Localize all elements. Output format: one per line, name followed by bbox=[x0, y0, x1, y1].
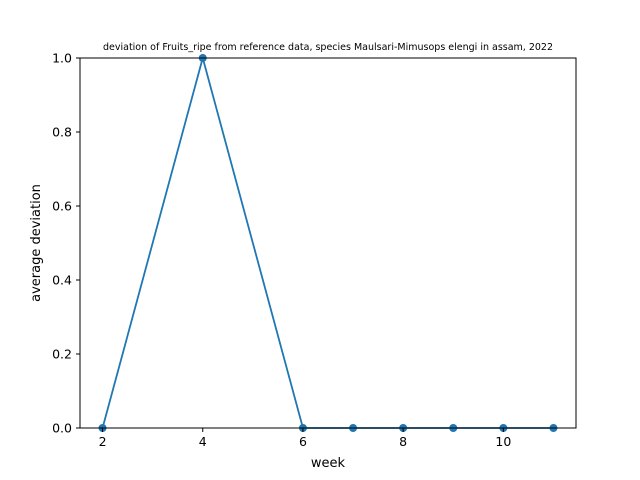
x-tick-label: 8 bbox=[399, 434, 407, 449]
plot-frame bbox=[79, 57, 577, 429]
y-tick-label: 0.4 bbox=[52, 273, 72, 288]
y-axis: 0.0 0.2 0.4 0.6 0.8 1.0 bbox=[52, 51, 80, 436]
plot-markers bbox=[98, 54, 558, 432]
x-tick-label: 2 bbox=[99, 434, 107, 449]
y-tick-label: 0.0 bbox=[52, 421, 72, 436]
y-tick-label: 0.2 bbox=[52, 347, 72, 362]
x-tick-label: 6 bbox=[299, 434, 307, 449]
series-line bbox=[101, 57, 554, 429]
x-tick-label: 4 bbox=[199, 434, 207, 449]
y-tick-label: 0.8 bbox=[52, 125, 72, 140]
x-tick-label: 10 bbox=[495, 434, 511, 449]
y-axis-label: average deviation bbox=[29, 184, 44, 302]
y-tick-label: 0.6 bbox=[52, 199, 72, 214]
x-axis: 2 4 6 8 10 bbox=[99, 428, 511, 449]
y-tick-label: 1.0 bbox=[52, 51, 72, 66]
chart-title: deviation of Fruits_ripe from reference … bbox=[103, 42, 553, 53]
plot-lines bbox=[101, 57, 554, 429]
x-axis-label: week bbox=[311, 456, 346, 471]
